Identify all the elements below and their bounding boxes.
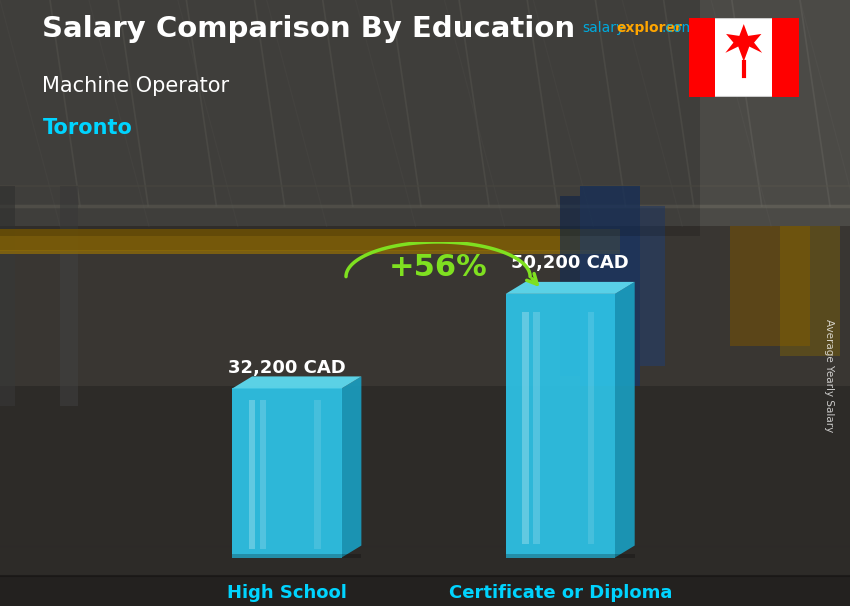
Bar	[560, 196, 580, 376]
Bar	[533, 312, 540, 544]
Text: Certificate or Diploma: Certificate or Diploma	[449, 584, 672, 602]
Bar	[249, 400, 255, 549]
Bar	[506, 294, 615, 558]
Bar	[506, 554, 635, 558]
Text: .com: .com	[661, 21, 695, 35]
Bar	[0, 386, 850, 606]
Bar	[0, 0, 850, 226]
Polygon shape	[342, 376, 361, 558]
Polygon shape	[232, 376, 361, 388]
Bar	[0, 186, 15, 406]
Bar	[314, 400, 321, 549]
Bar	[640, 206, 665, 366]
Bar	[688, 18, 715, 97]
Text: 50,200 CAD: 50,200 CAD	[512, 255, 629, 273]
Bar	[773, 18, 799, 97]
Bar	[730, 226, 810, 346]
Text: Machine Operator: Machine Operator	[42, 76, 230, 96]
Text: +56%: +56%	[388, 253, 487, 282]
Text: explorer: explorer	[616, 21, 682, 35]
Polygon shape	[615, 282, 635, 558]
Bar	[232, 388, 342, 558]
Bar	[587, 312, 594, 544]
Bar	[0, 226, 850, 386]
Bar	[232, 554, 361, 558]
Text: Toronto: Toronto	[42, 118, 133, 138]
Bar	[0, 576, 850, 606]
Bar	[780, 226, 840, 356]
Polygon shape	[506, 282, 635, 294]
Text: 32,200 CAD: 32,200 CAD	[228, 359, 346, 377]
Text: Salary Comparison By Education: Salary Comparison By Education	[42, 15, 575, 43]
Bar	[0, 0, 700, 236]
Text: Average Yearly Salary: Average Yearly Salary	[824, 319, 834, 432]
Bar	[580, 186, 640, 386]
Bar	[522, 312, 529, 544]
Bar	[0, 250, 620, 254]
Text: salary: salary	[582, 21, 625, 35]
Bar	[260, 400, 266, 549]
Polygon shape	[725, 24, 762, 62]
Bar	[0, 229, 620, 251]
Text: High School: High School	[227, 584, 347, 602]
Bar	[60, 186, 78, 406]
